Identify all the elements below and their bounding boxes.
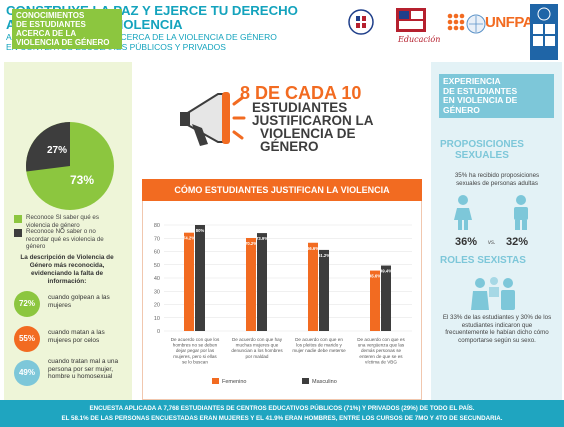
bar-value-label: 74.2% <box>183 236 195 241</box>
footer-line-2: EL 58.1% DE LAS PERSONAS ENCUESTADAS ERA… <box>61 415 503 422</box>
stat-text-72: cuando golpean a las mujeres <box>48 294 110 309</box>
justification-bar-chart: 0 10 20 30 40 50 60 70 80 74.2%80% De acuerdo con … <box>154 223 412 385</box>
legend-swatch-femenino <box>212 378 219 384</box>
sexual-propositions-heading-2: SEXUALES <box>455 150 509 161</box>
headline-line-5: GÉNERO <box>260 139 319 154</box>
stat-bubble-72: 72% <box>14 291 40 317</box>
y-tick-label: 80 <box>154 223 160 229</box>
bar-value-label: 73.9% <box>256 236 268 241</box>
y-tick-label: 30 <box>154 289 160 295</box>
megaphone-icon <box>180 92 246 146</box>
bar-femenino <box>370 270 380 331</box>
male-student-icon <box>514 195 528 230</box>
sexual-propositions-text: 35% ha recibido proposiciones sexuales d… <box>454 172 540 187</box>
legend-yes: Reconoce SI saber qué es violencia de gé… <box>14 214 126 229</box>
headline-line-4: VIOLENCIA DE <box>260 126 356 141</box>
chart-title: CÓMO ESTUDIANTES JUSTIFICAN LA VIOLENCIA <box>142 179 422 201</box>
legend-no-text: Reconoce NO saber o no recordar qué es v… <box>26 228 104 250</box>
bar-masculino <box>195 225 205 331</box>
bar-masculino <box>381 265 391 331</box>
experience-panel-title: EXPERIENCIA DE ESTUDIANTES EN VIOLENCIA … <box>439 74 554 118</box>
knowledge-description: La descripción de Violencia de Género má… <box>20 254 114 285</box>
bar-masculino <box>319 249 329 331</box>
experience-panel <box>431 62 562 400</box>
students-group-icon <box>471 277 515 310</box>
y-tick-label: 40 <box>154 276 160 282</box>
bar-femenino <box>184 232 194 331</box>
bar-value-label: 45.6% <box>369 274 381 279</box>
legend-no: Reconoce NO saber o no recordar qué es v… <box>14 228 126 250</box>
bar-femenino <box>308 242 318 331</box>
y-tick-label: 70 <box>154 236 160 242</box>
category-label: De acuerdo con que hay muchas mujeres que… <box>231 337 283 359</box>
donut-no-slice <box>26 122 70 172</box>
legend-yes-swatch <box>14 215 22 223</box>
female-proposition-pct: 36% <box>455 236 478 248</box>
bar-femenino <box>246 237 256 331</box>
legend-swatch-masculino <box>302 378 309 384</box>
legend-label-femenino: Femenino <box>222 379 246 385</box>
category-label: De acuerdo con que es una vergüenza que l… <box>357 337 405 364</box>
stat-text-49: cuando tratan mal a una persona por ser … <box>48 358 119 380</box>
versus-label: vs. <box>488 240 496 246</box>
undp-logo <box>530 4 558 60</box>
bar-value-label: 61.2% <box>318 253 330 258</box>
stat-bubble-49: 49% <box>14 360 40 386</box>
headline-line-2: ESTUDIANTES <box>252 100 348 115</box>
headline-stat: 8 DE CADA 10 <box>240 83 362 103</box>
government-seal-logo <box>348 9 374 35</box>
footer: ENCUESTA APLICADA A 7,768 ESTUDIANTES DE… <box>0 400 564 427</box>
female-student-icon <box>454 195 472 230</box>
headline-line-3: JUSTIFICARON LA <box>252 113 374 128</box>
sexist-roles-text: El 33% de las estudiantes y 30% de los e… <box>442 314 552 344</box>
y-tick-label: 0 <box>157 329 160 335</box>
category-label: De acuerdo con que los hombres no se debe… <box>171 337 220 364</box>
knowledge-panel-title: CONOCIMIENTOS DE ESTUDIANTES ACERCA DE L… <box>12 9 122 49</box>
legend-yes-text: Reconoce SI saber qué es violencia de gé… <box>26 214 99 229</box>
footer-line-1: ENCUESTA APLICADA A 7,768 ESTUDIANTES DE… <box>89 405 475 412</box>
donut-yes-label: 73% <box>70 173 94 187</box>
y-tick-label: 60 <box>154 250 160 256</box>
subtitle-line-1: ACTITUDES Y PRÁCTICAS ACERCA DE LA VIOLE… <box>6 32 277 42</box>
bar-value-label: 49.4% <box>380 269 392 274</box>
sexist-roles-heading: ROLES SEXISTAS <box>440 255 526 266</box>
y-tick-label: 10 <box>154 316 160 322</box>
legend-label-masculino: Masculino <box>312 379 337 385</box>
knowledge-donut-chart: 27% 73% <box>26 122 114 210</box>
bar-masculino <box>257 233 267 331</box>
education-logo-word: Educación <box>398 35 441 44</box>
stat-text-55: cuando matan a las mujeres por celos <box>48 329 105 344</box>
sexual-propositions-heading: PROPOSICIONES <box>440 139 524 150</box>
y-tick-label: 50 <box>154 263 160 269</box>
stat-bubble-55: 55% <box>14 326 40 352</box>
education-ministry-logo <box>396 8 426 32</box>
unfpa-logo <box>447 13 486 34</box>
donut-no-label: 27% <box>47 145 67 156</box>
bar-value-label: 66.6% <box>307 246 319 251</box>
bar-value-label: 80% <box>196 228 205 233</box>
legend-no-swatch <box>14 229 22 237</box>
category-label: De acuerdo con que en los pleitos de mari… <box>292 337 346 353</box>
bar-value-label: 70.2% <box>245 241 257 246</box>
unfpa-wordmark: UNFPA <box>485 14 534 31</box>
y-tick-label: 20 <box>154 303 160 309</box>
male-proposition-pct: 32% <box>506 236 529 248</box>
